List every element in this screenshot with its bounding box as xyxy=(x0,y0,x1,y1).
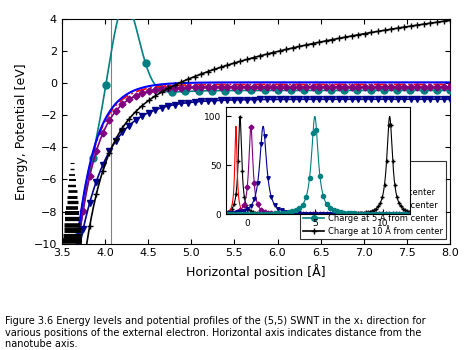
Y-axis label: Energy, Potential [eV]: Energy, Potential [eV] xyxy=(15,63,28,199)
X-axis label: Horizontal position [Å]: Horizontal position [Å] xyxy=(186,264,326,279)
Legend: No charge, Charge at center, Charge at 1Å from center, Charge at 2 Å from center: No charge, Charge at center, Charge at 1… xyxy=(300,161,446,239)
Text: Figure 3.6 Energy levels and potential profiles of the (5,5) SWNT in the x₁ dire: Figure 3.6 Energy levels and potential p… xyxy=(5,316,425,349)
